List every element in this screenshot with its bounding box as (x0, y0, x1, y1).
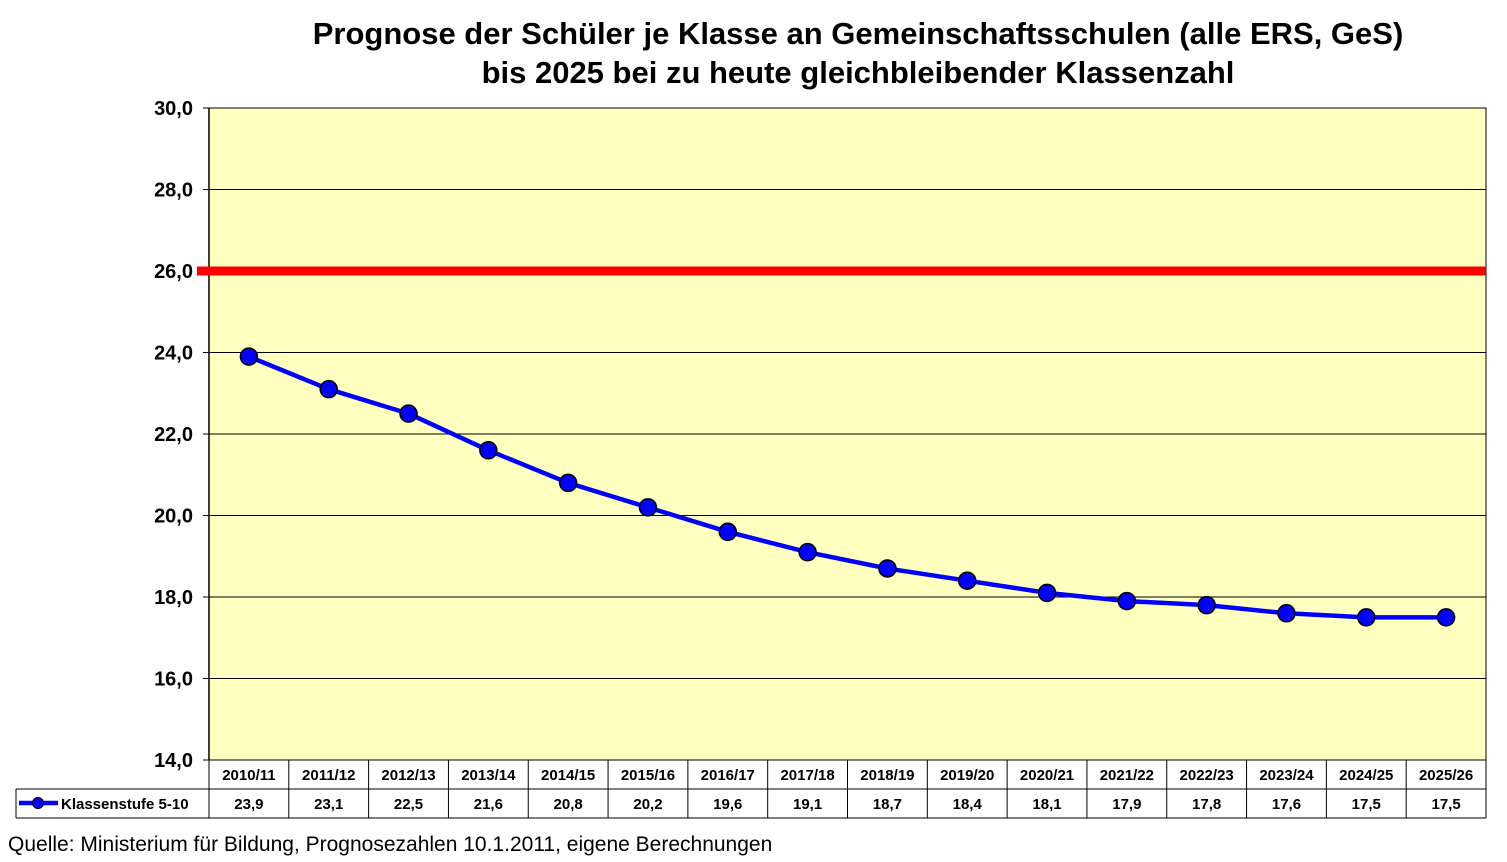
category-label-0: 2010/11 (222, 767, 275, 784)
category-label-8: 2018/19 (860, 767, 914, 784)
category-label-12: 2022/23 (1180, 767, 1234, 784)
data-point-11 (1117, 591, 1137, 611)
series-group (239, 347, 1456, 627)
data-label-11: 17,9 (1112, 796, 1141, 813)
data-point-8 (878, 559, 897, 578)
data-point-10 (1037, 583, 1057, 603)
y-axis: 14,0 16,0 18,0 20,0 22,0 24,0 26,0 28,0 30,0 (154, 98, 210, 772)
category-label-11: 2021/22 (1100, 767, 1154, 784)
data-label-7: 19,1 (793, 796, 822, 813)
data-label-0: 23,9 (234, 796, 263, 813)
series-line-0 (248, 354, 1447, 620)
y-tick-label-4: 22,0 (154, 424, 193, 446)
category-label-10: 2020/21 (1020, 767, 1074, 784)
data-label-5: 20,2 (633, 796, 662, 813)
data-label-6: 19,6 (713, 796, 742, 813)
data-label-8: 18,7 (873, 796, 902, 813)
legend-marker-0 (32, 797, 44, 809)
data-label-12: 17,8 (1192, 796, 1221, 813)
category-label-9: 2019/20 (940, 767, 994, 784)
data-point-6 (718, 522, 738, 542)
category-label-7: 2017/18 (780, 767, 834, 784)
data-table: 2010/11 2011/12 2012/13 2013/14 2014/15 2015/… (15, 759, 1487, 819)
data-point-5 (638, 498, 658, 517)
category-label-4: 2014/15 (541, 767, 595, 784)
y-tick-label-7: 28,0 (154, 180, 193, 202)
data-label-3: 21,6 (474, 796, 503, 813)
data-label-13: 17,6 (1272, 796, 1301, 813)
chart-title-line-1: Prognose der Schüler je Klasse an Gemein… (313, 16, 1404, 51)
data-label-2: 22,5 (394, 796, 423, 813)
data-point-14 (1357, 608, 1376, 627)
y-tick-label-0: 14,0 (154, 750, 193, 772)
category-label-6: 2016/17 (701, 767, 755, 784)
data-point-12 (1197, 595, 1216, 615)
data-label-9: 18,4 (953, 796, 983, 813)
category-label-15: 2025/26 (1419, 767, 1473, 784)
y-tick-label-3: 20,0 (154, 506, 193, 528)
data-label-4: 20,8 (554, 796, 583, 813)
category-label-3: 2013/14 (461, 767, 516, 784)
y-tick-label-2: 18,0 (154, 587, 193, 609)
data-point-15 (1436, 608, 1456, 627)
data-point-3 (479, 441, 498, 460)
data-point-1 (319, 379, 338, 399)
category-label-13: 2023/24 (1259, 767, 1314, 784)
y-tick-label-8: 30,0 (154, 98, 193, 120)
category-label-14: 2024/25 (1339, 767, 1393, 784)
data-point-4 (558, 473, 578, 493)
source-note: Quelle: Ministerium für Bildung, Prognos… (8, 833, 772, 856)
data-point-0 (239, 347, 259, 366)
data-label-1: 23,1 (314, 796, 343, 813)
data-point-7 (798, 542, 817, 562)
chart-title-line-2: bis 2025 bei zu heute gleichbleibender K… (482, 55, 1235, 90)
category-label-2: 2012/13 (381, 767, 435, 784)
data-point-9 (957, 571, 977, 590)
category-label-1: 2011/12 (302, 767, 355, 784)
data-point-2 (399, 404, 418, 423)
data-label-15: 17,5 (1431, 796, 1460, 813)
y-tick-label-5: 24,0 (154, 343, 193, 365)
y-tick-label-1: 16,0 (154, 669, 193, 691)
data-point-13 (1277, 604, 1296, 623)
data-label-10: 18,1 (1032, 796, 1061, 813)
y-tick-label-6: 26,0 (154, 261, 193, 283)
category-label-5: 2015/16 (621, 767, 675, 784)
legend-label-0: Klassenstufe 5-10 (61, 796, 189, 813)
data-label-14: 17,5 (1352, 796, 1381, 813)
